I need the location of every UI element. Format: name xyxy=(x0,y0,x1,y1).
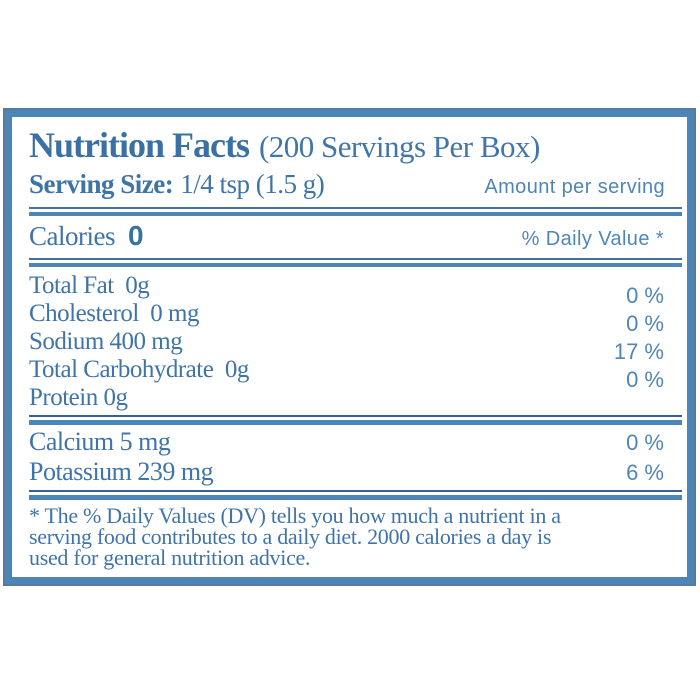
nutrition-label-content: Nutrition Facts (200 Servings Per Box) S… xyxy=(14,119,685,575)
footnote-line: * The % Daily Values (DV) tells you how … xyxy=(29,503,561,528)
daily-value-header: % Daily Value * xyxy=(521,228,664,250)
table-row: Protein 0g xyxy=(29,384,664,412)
mineral-name: Potassium 239 mg xyxy=(29,457,214,486)
nutrition-label-panel: Nutrition Facts (200 Servings Per Box) S… xyxy=(3,108,696,586)
divider-under-minerals xyxy=(29,490,682,500)
mineral-daily-value: 0 % xyxy=(626,430,664,455)
nutrient-list: Total Fat 0g 0 % Cholesterol 0 mg 0 % So… xyxy=(29,272,664,412)
nutrient-name: Cholesterol 0 mg xyxy=(29,300,199,327)
serving-size-value: 1/4 tsp (1.5 g) xyxy=(180,169,325,199)
table-row: Potassium 239 mg 6 % xyxy=(29,457,664,487)
footnote-line: serving food contributes to a daily diet… xyxy=(29,524,552,549)
mineral-name: Calcium 5 mg xyxy=(29,427,171,456)
amount-per-serving-label: Amount per serving xyxy=(484,176,665,198)
table-row: Sodium 400 mg 17 % xyxy=(29,328,664,364)
serving-size-row: Serving Size: 1/4 tsp (1.5 g) Amount per … xyxy=(29,169,665,200)
table-row: Total Fat 0g 0 % xyxy=(29,272,664,308)
calories-label: Calories xyxy=(29,221,115,251)
nutrient-daily-value: 0 % xyxy=(626,367,664,392)
mineral-daily-value: 6 % xyxy=(626,460,664,485)
serving-size-label: Serving Size: xyxy=(29,169,174,199)
nutrient-daily-value: 0 % xyxy=(626,283,664,308)
nutrient-name: Total Carbohydrate 0g xyxy=(29,356,249,383)
nutrient-name: Sodium 400 mg xyxy=(29,328,183,355)
label-title: Nutrition Facts xyxy=(29,125,250,165)
servings-per-box-note: (200 Servings Per Box) xyxy=(258,129,540,164)
minerals-list: Calcium 5 mg 0 % Potassium 239 mg 6 % xyxy=(29,427,664,487)
nutrient-daily-value: 0 % xyxy=(626,311,664,336)
calories-value: 0 xyxy=(127,220,144,251)
calories: Calories 0 xyxy=(29,220,144,252)
nutrient-daily-value: 17 % xyxy=(613,339,664,364)
calories-row: Calories 0 % Daily Value * xyxy=(29,220,664,252)
daily-value-footnote: * The % Daily Values (DV) tells you how … xyxy=(29,503,673,570)
serving-size: Serving Size: 1/4 tsp (1.5 g) xyxy=(29,169,325,200)
divider-under-protein xyxy=(29,415,682,425)
table-row: Total Carbohydrate 0g 0 % xyxy=(29,356,664,392)
footnote-line: used for general nutrition advice. xyxy=(29,545,311,570)
nutrient-name: Total Fat 0g xyxy=(29,272,150,299)
nutrient-name: Protein 0g xyxy=(29,384,128,411)
table-row: Cholesterol 0 mg 0 % xyxy=(29,300,664,336)
divider-under-calories xyxy=(29,258,682,267)
table-row: Calcium 5 mg 0 % xyxy=(29,427,664,457)
label-header-row: Nutrition Facts (200 Servings Per Box) xyxy=(29,124,665,166)
divider-under-serving-size xyxy=(29,207,682,216)
